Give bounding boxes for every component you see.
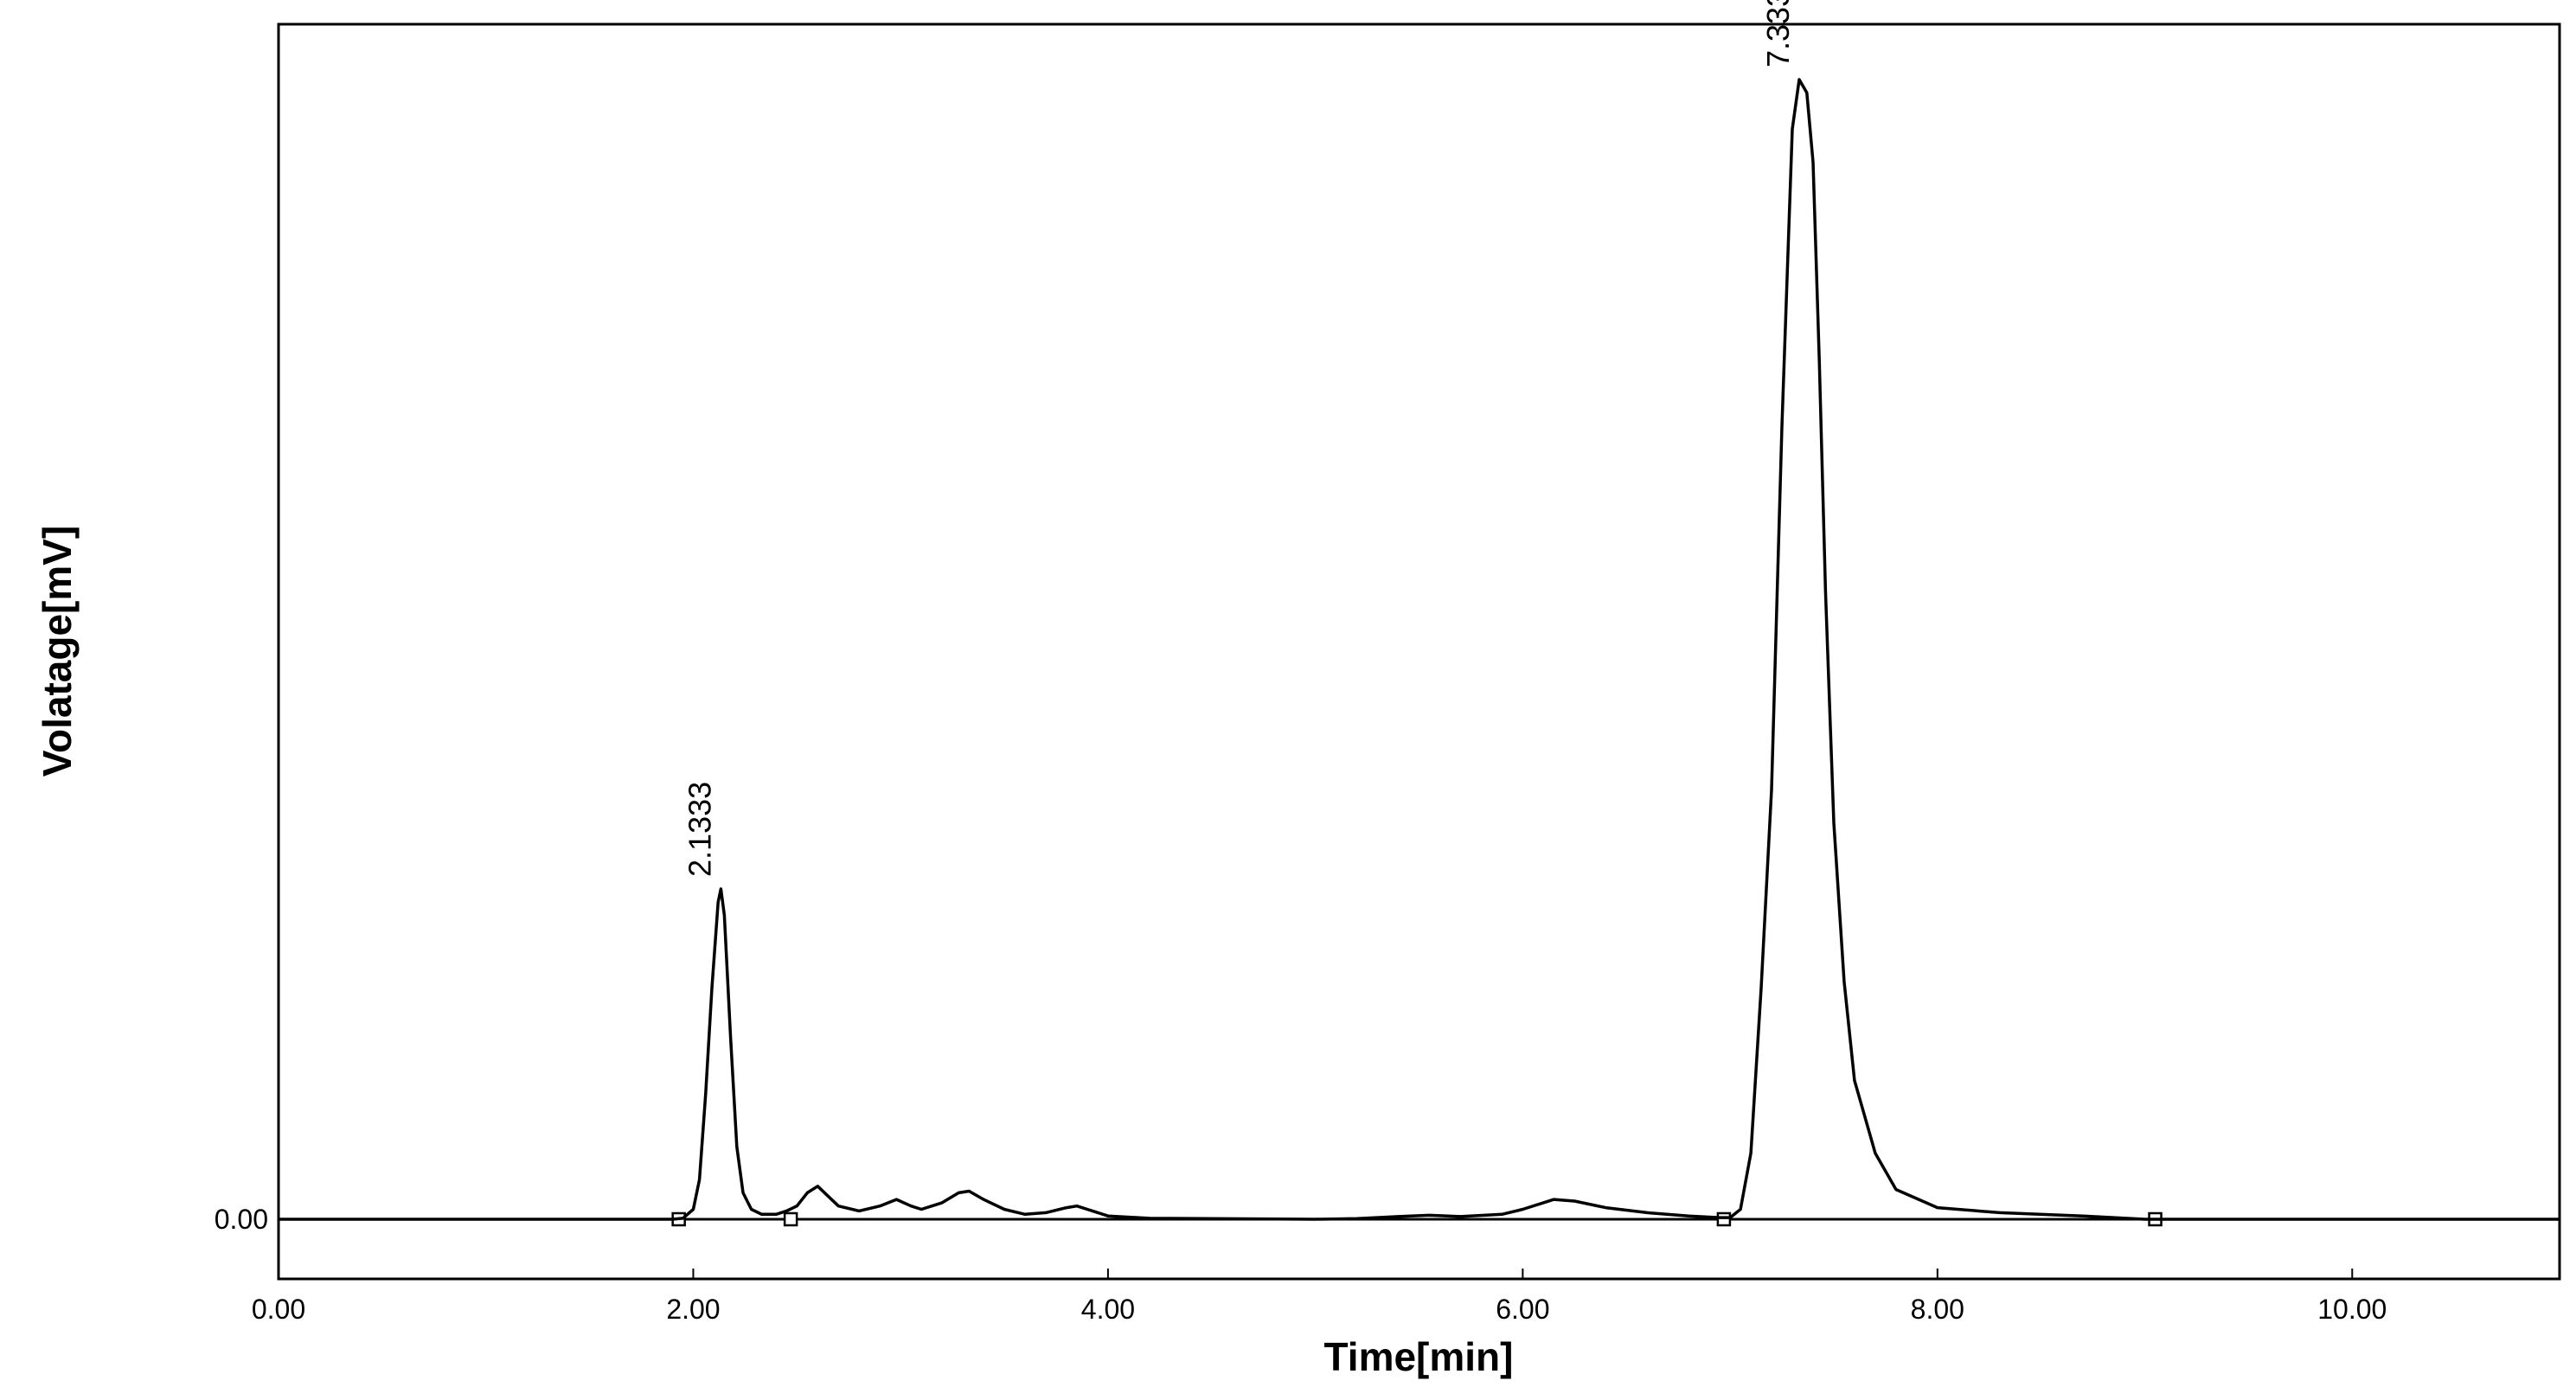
y-tick-label: 0.00 (215, 1204, 268, 1235)
y-axis-ticks: 0.00 (215, 1204, 268, 1235)
x-tick-label: 8.00 (1911, 1294, 1964, 1325)
baseline-marker (1716, 1211, 1732, 1227)
peak-label: 7.3333 (1760, 0, 1796, 67)
peak-label: 2.1333 (682, 782, 717, 877)
x-tick-label: 2.00 (666, 1294, 720, 1325)
x-axis-title: Time[min] (1324, 1334, 1514, 1379)
x-tick-label: 0.00 (252, 1294, 305, 1325)
x-axis-ticks: 0.00 2.00 4.00 6.00 8.00 10.00 (252, 1269, 2387, 1325)
series-group (279, 78, 2560, 1221)
x-tick-label: 4.00 (1081, 1294, 1135, 1325)
baseline-marker (783, 1211, 798, 1227)
x-tick-label: 10.00 (2317, 1294, 2387, 1325)
peak-annotations: 2.1333 7.3333 (682, 0, 1796, 877)
series-line (279, 78, 2560, 1221)
integration-baselines (671, 1211, 2163, 1227)
x-tick-label: 6.00 (1496, 1294, 1549, 1325)
y-axis-title: Volatage[mV] (35, 526, 80, 777)
plot-frame (277, 22, 2561, 1281)
